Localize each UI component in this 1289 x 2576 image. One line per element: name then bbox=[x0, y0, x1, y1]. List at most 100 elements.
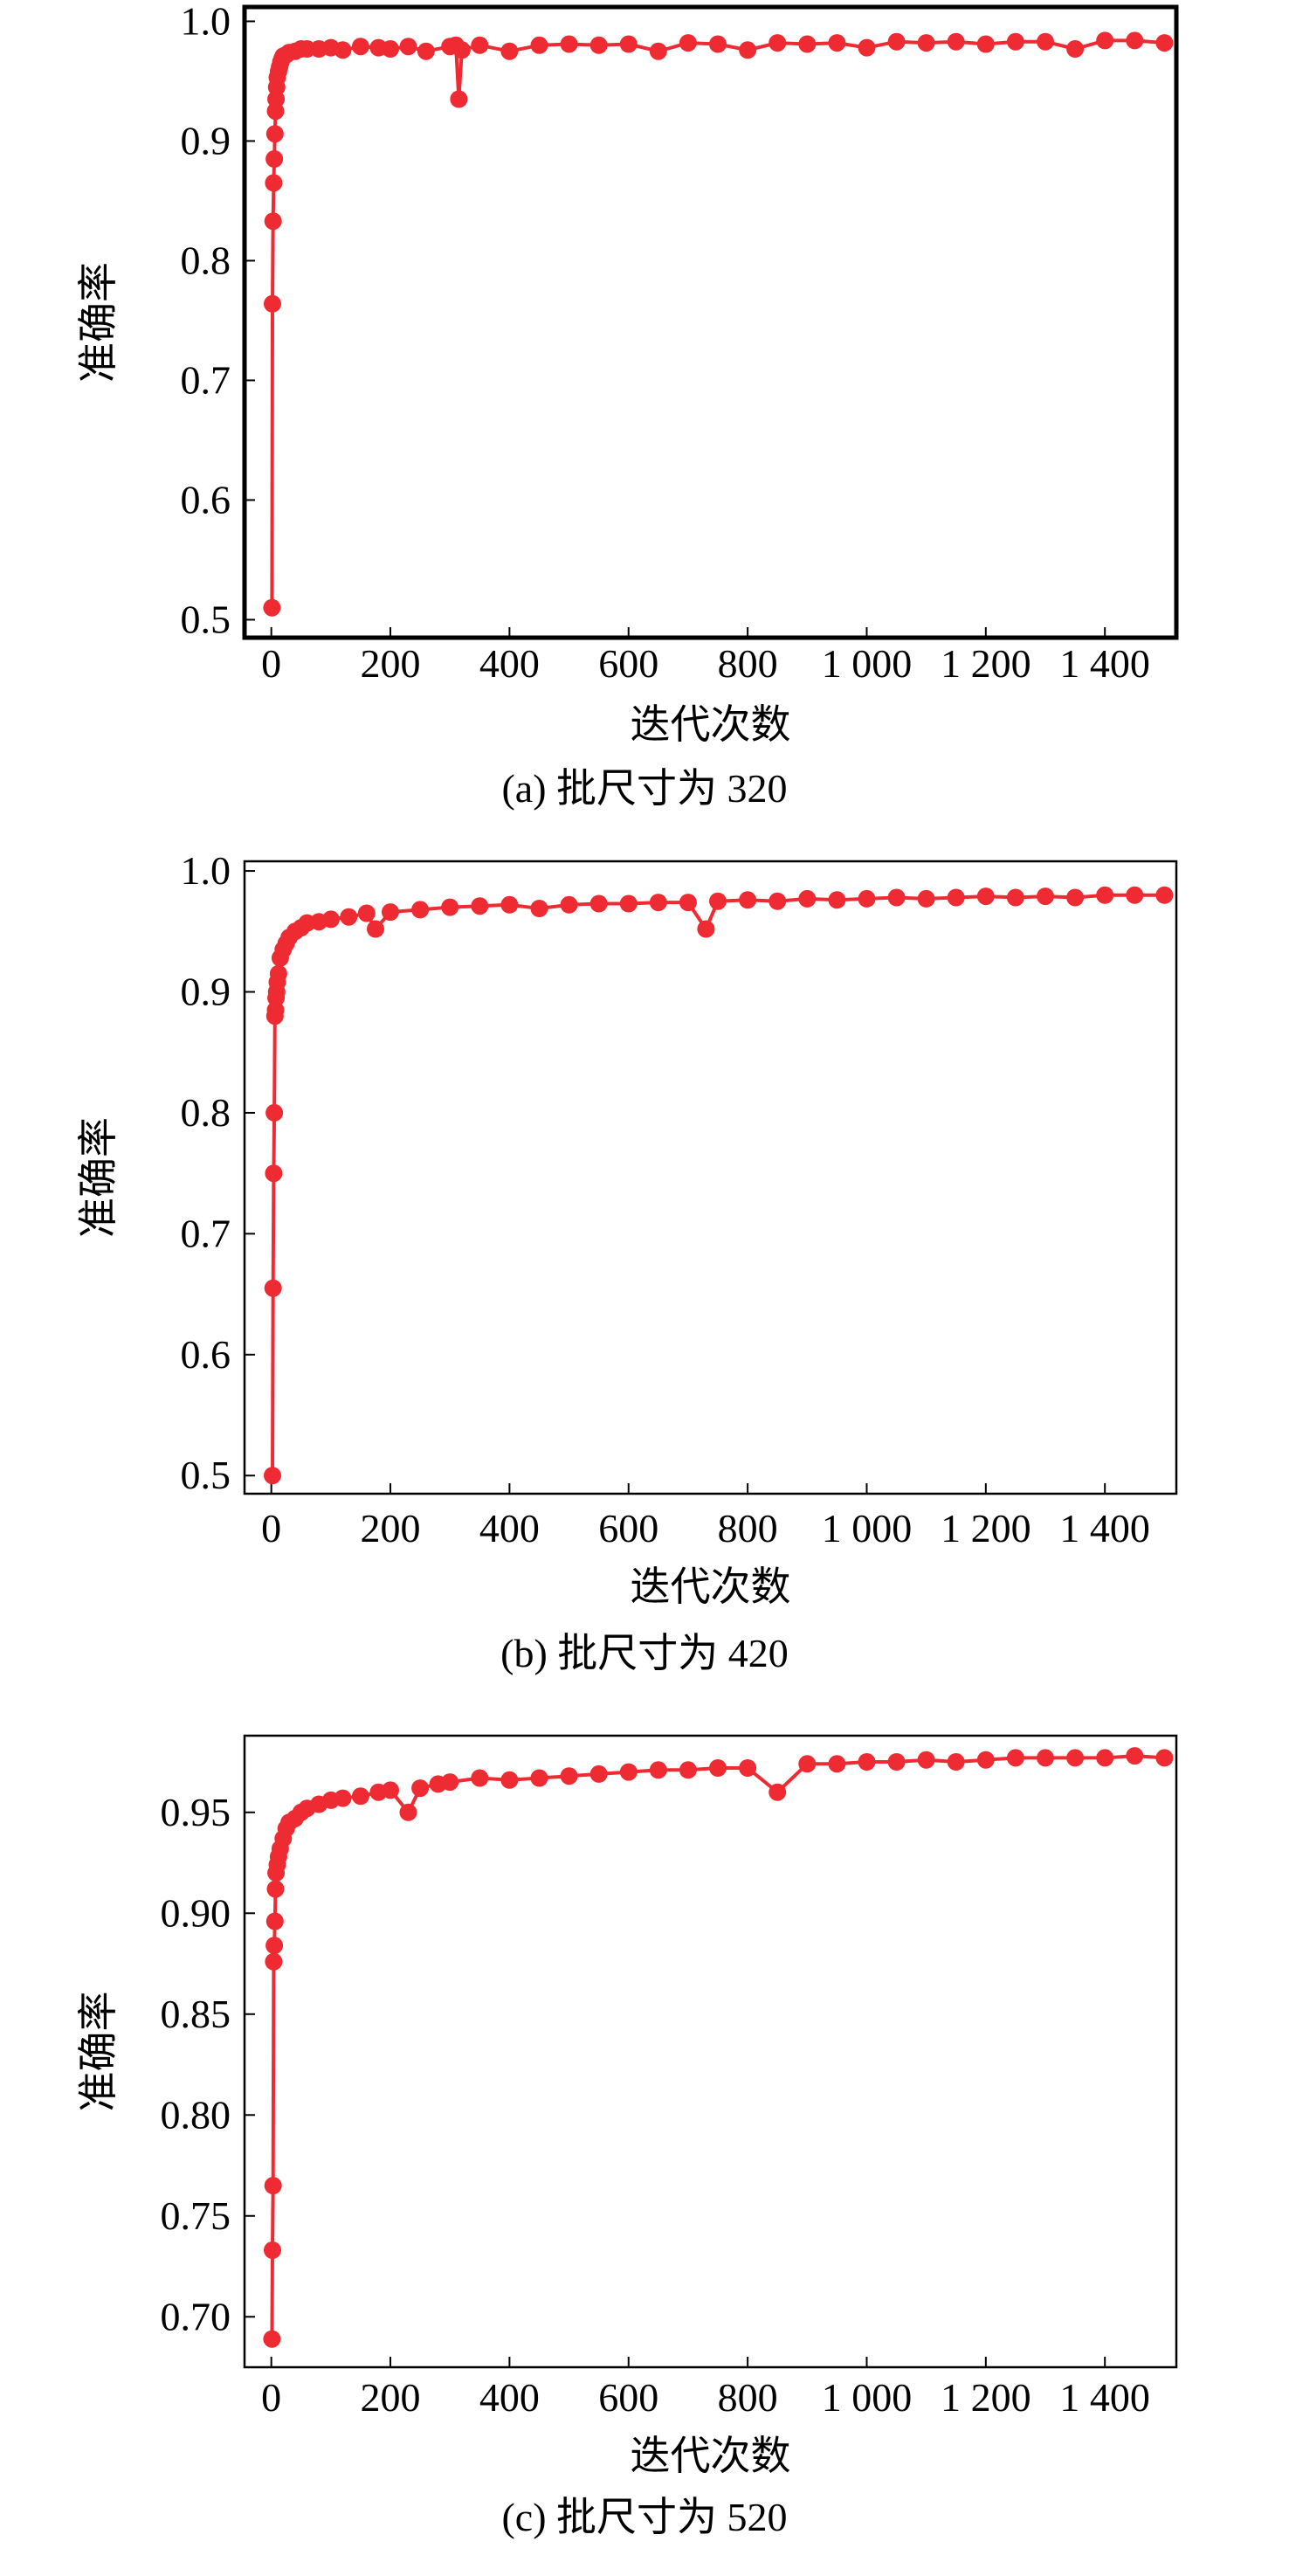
x-tick-label: 600 bbox=[598, 2375, 658, 2420]
y-tick-label: 1.0 bbox=[181, 848, 231, 893]
data-point bbox=[471, 36, 489, 54]
data-point bbox=[828, 1755, 846, 1773]
data-point bbox=[1126, 886, 1144, 904]
y-axis-title: 准确率 bbox=[76, 1117, 121, 1238]
x-tick-label: 1 400 bbox=[1059, 2375, 1150, 2420]
data-point bbox=[265, 1164, 283, 1183]
data-point bbox=[619, 35, 638, 53]
y-tick-label: 0.9 bbox=[181, 118, 231, 162]
chart-c-svg: 0 200 400 600 800 1 000 1 200 1 400 0.70 0.75 0.80… bbox=[76, 1734, 1178, 2478]
y-tick-label: 1.0 bbox=[181, 0, 231, 43]
x-tick-label: 1 200 bbox=[941, 1506, 1031, 1550]
data-point bbox=[264, 1279, 282, 1297]
plot-frame bbox=[243, 1734, 1178, 2369]
data-point bbox=[382, 40, 399, 58]
data-point bbox=[500, 1771, 519, 1789]
y-tick-label: 0.95 bbox=[161, 1790, 231, 1834]
x-tick-label: 1 000 bbox=[822, 1506, 913, 1550]
data-point bbox=[382, 903, 399, 922]
data-point bbox=[263, 598, 281, 617]
data-point bbox=[769, 892, 787, 910]
data-point bbox=[947, 32, 965, 51]
data-point bbox=[976, 887, 995, 906]
x-tick-label: 200 bbox=[361, 1506, 421, 1550]
data-point bbox=[417, 42, 435, 60]
data-point bbox=[263, 2330, 281, 2348]
x-tick-label: 600 bbox=[598, 1506, 658, 1550]
x-tick-label: 0 bbox=[261, 641, 281, 686]
data-point bbox=[1096, 31, 1114, 50]
chart-panel-b: 0 200 400 600 800 1 000 1 200 1 400 0.5 0.6 0.7 0.8… bbox=[0, 848, 1289, 1716]
data-point bbox=[769, 1783, 787, 1801]
data-point bbox=[1155, 886, 1174, 904]
data-point bbox=[1066, 1749, 1085, 1767]
plot-frame bbox=[242, 4, 1179, 640]
data-point bbox=[947, 888, 965, 907]
x-tick-label: 1 400 bbox=[1059, 641, 1150, 686]
data-point bbox=[709, 892, 727, 910]
y-tick-label: 0.5 bbox=[181, 1453, 231, 1497]
data-point bbox=[976, 1751, 995, 1769]
data-point bbox=[500, 42, 519, 60]
y-tick-label: 0.7 bbox=[181, 357, 231, 402]
data-point bbox=[500, 895, 519, 914]
x-tick-label: 200 bbox=[361, 641, 421, 686]
data-point bbox=[798, 35, 817, 53]
data-point bbox=[1006, 888, 1024, 907]
data-point bbox=[266, 1880, 285, 1898]
y-tick-label: 0.85 bbox=[161, 1992, 231, 2036]
data-point bbox=[917, 889, 935, 908]
data-point bbox=[917, 1751, 935, 1769]
data-point bbox=[1096, 886, 1114, 904]
data-point bbox=[351, 38, 369, 56]
data-point bbox=[560, 1767, 578, 1785]
series-line bbox=[270, 1754, 1165, 2339]
y-tick-label: 0.6 bbox=[181, 1332, 231, 1377]
data-point bbox=[334, 41, 352, 59]
data-point bbox=[589, 894, 608, 913]
data-point bbox=[798, 1755, 817, 1773]
chart-a-svg: 0 200 400 600 800 1 000 1 200 1 400 0.5 0.6 0.7 0.8… bbox=[76, 0, 1179, 747]
data-point bbox=[828, 891, 846, 909]
data-point bbox=[1037, 1749, 1054, 1767]
chart-panel-c: 0 200 400 600 800 1 000 1 200 1 400 0.70 0.75 0.80… bbox=[0, 1716, 1289, 2576]
data-point bbox=[264, 2177, 282, 2195]
plot-frame bbox=[243, 860, 1178, 1495]
data-point bbox=[589, 1765, 608, 1783]
x-tick-label: 1 000 bbox=[822, 2375, 913, 2420]
data-point bbox=[399, 38, 417, 56]
x-tick-label: 800 bbox=[718, 2375, 778, 2420]
data-point bbox=[649, 894, 667, 912]
data-point bbox=[265, 1912, 284, 1930]
data-point bbox=[1126, 31, 1144, 50]
data-point bbox=[976, 35, 995, 53]
data-point bbox=[1155, 1749, 1174, 1767]
x-tick-label: 800 bbox=[718, 641, 778, 686]
data-point bbox=[828, 34, 846, 52]
x-tick-label: 1 000 bbox=[822, 641, 913, 686]
y-tick-label: 0.8 bbox=[181, 1090, 231, 1135]
data-point bbox=[399, 1803, 417, 1821]
x-tick-label: 0 bbox=[261, 2375, 281, 2420]
x-tick-label: 400 bbox=[479, 2375, 540, 2420]
data-point bbox=[471, 897, 489, 915]
data-point bbox=[265, 1952, 283, 1971]
data-point bbox=[1066, 40, 1085, 58]
data-point bbox=[947, 1753, 965, 1771]
data-point bbox=[264, 294, 281, 313]
x-axis-title: 迭代次数 bbox=[631, 1564, 791, 1609]
y-tick-label: 0.75 bbox=[161, 2193, 231, 2238]
data-point bbox=[917, 34, 935, 52]
chart-b-caption: (b) 批尺寸为 420 bbox=[500, 1631, 789, 1675]
x-tick-label: 400 bbox=[479, 1506, 540, 1550]
data-point bbox=[265, 174, 283, 192]
data-point bbox=[321, 910, 340, 929]
data-point bbox=[340, 908, 358, 926]
data-point bbox=[269, 964, 287, 983]
data-point bbox=[411, 1779, 430, 1798]
x-tick-label: 800 bbox=[718, 1506, 778, 1550]
data-point bbox=[357, 904, 376, 922]
chart-panel-a: 0 200 400 600 800 1 000 1 200 1 400 0.5 0.6 0.7 0.8… bbox=[0, 0, 1289, 856]
chart-c-caption: (c) 批尺寸为 520 bbox=[501, 2495, 788, 2539]
x-axis-title: 迭代次数 bbox=[631, 702, 791, 747]
